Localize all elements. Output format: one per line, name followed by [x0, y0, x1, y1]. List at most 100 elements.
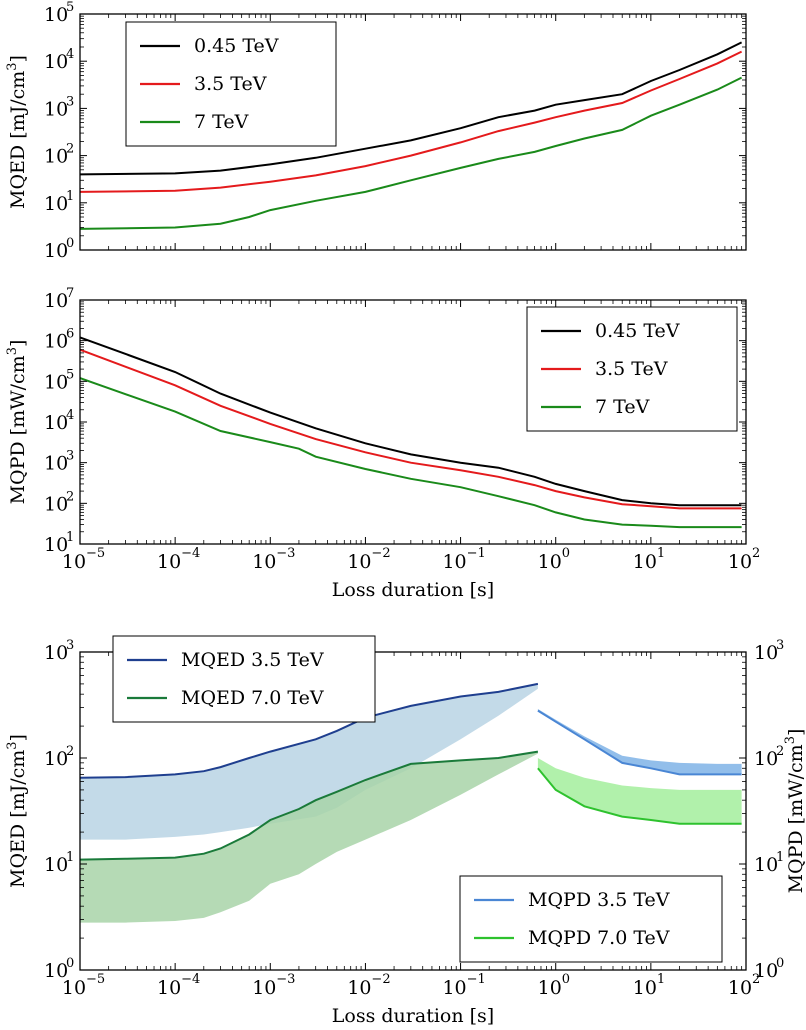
legend-box: [112, 635, 376, 723]
x-tick-exponent: −3: [276, 546, 295, 561]
y-tick-label: 10: [44, 51, 68, 73]
y2-tick-label: 10: [754, 854, 778, 876]
legend: MQED 3.5 TeV MQED 7.0 TeV: [112, 635, 376, 723]
x-tick-label: 10: [157, 977, 181, 999]
y-tick-exponent: 2: [66, 744, 74, 759]
ticks: [79, 651, 747, 971]
x-axis-label: Loss duration [s]: [332, 579, 494, 601]
y-tick-exponent: 3: [66, 449, 74, 464]
y-tick-exponent: 0: [66, 956, 74, 971]
y-tick-exponent: 3: [66, 638, 74, 653]
series-line-7-tev: [79, 377, 742, 529]
y-tick-exponent: 5: [66, 0, 74, 15]
x-tick-label: 10: [347, 977, 371, 999]
legend-label: MQPD 7.0 TeV: [528, 927, 670, 949]
y-tick-label: 10: [44, 960, 68, 982]
y-axis-label-close: ]: [7, 734, 29, 741]
x-tick-label: 10: [728, 551, 752, 573]
x-tick-label: 10: [633, 977, 657, 999]
series-line-mqed-3-5-tev: [79, 682, 539, 779]
x-tick-label: 10: [347, 551, 371, 573]
y-tick-exponent: 4: [66, 408, 74, 423]
x-tick-exponent: −5: [86, 972, 105, 987]
y2-axis-label-exponent: 3: [783, 736, 798, 744]
y-tick-label: 10: [44, 493, 68, 515]
plot-frame: [79, 651, 747, 971]
y2-tick-label: 10: [754, 960, 778, 982]
y-tick-exponent: 1: [66, 530, 74, 545]
y2-axis-label-main: MQPD [mW/cm: [785, 744, 806, 893]
x-tick-label: 10: [538, 551, 562, 573]
y-axis-label-exponent: 3: [5, 347, 20, 355]
x-tick-label: 10: [442, 977, 466, 999]
series-line-7-tev: [79, 76, 743, 230]
y2-tick-exponent: 2: [776, 744, 784, 759]
y2-tick-exponent: 3: [776, 638, 784, 653]
x-tick-exponent: −3: [276, 972, 295, 987]
legend-label: MQED 3.5 TeV: [181, 649, 324, 671]
y2-tick-exponent: 1: [776, 850, 784, 865]
y-tick-exponent: 4: [66, 47, 74, 62]
legend-label: 7 TeV: [194, 111, 249, 133]
y-axis-label-close: ]: [7, 55, 29, 62]
x-tick-exponent: 1: [657, 546, 665, 561]
legend: 0.45 TeV 3.5 TeV 7 TeV: [125, 21, 337, 147]
series-layer: [79, 336, 742, 529]
y-tick-exponent: 6: [66, 327, 74, 342]
x-tick-label: 10: [157, 551, 181, 573]
y-tick-label: 10: [44, 453, 68, 475]
legend-box: [459, 875, 723, 963]
x-tick-exponent: −2: [371, 972, 390, 987]
y-axis-label: MQPD [mW/cm3]: [5, 340, 29, 505]
series-line-0-45-tev: [79, 41, 743, 176]
y-tick-label: 10: [44, 748, 68, 770]
y-axis-label-main: MQPD [mW/cm: [7, 355, 29, 504]
y-axis-label-main: MQED [mJ/cm: [7, 71, 29, 209]
x-tick-exponent: −4: [181, 546, 200, 561]
y-tick-exponent: 2: [66, 489, 74, 504]
x-axis-label: Loss duration [s]: [332, 1005, 494, 1027]
plot-frame: [79, 13, 747, 251]
x-tick-label: 10: [252, 977, 276, 999]
y-tick-exponent: 7: [66, 286, 74, 301]
x-tick-exponent: −1: [467, 546, 486, 561]
x-tick-label: 10: [538, 977, 562, 999]
x-tick-exponent: −5: [86, 546, 105, 561]
series-line-0-45-tev: [79, 336, 742, 507]
y-axis-label-close: ]: [7, 340, 29, 347]
x-tick-exponent: 0: [562, 546, 570, 561]
y-axis-label: MQED [mJ/cm3]: [5, 55, 29, 209]
x-tick-label: 10: [442, 551, 466, 573]
y-tick-label: 10: [44, 240, 68, 262]
ticks: [79, 13, 747, 251]
band-mqed-7-0-tev: [80, 751, 538, 923]
x-tick-exponent: 2: [752, 972, 760, 987]
y-axis-label: MQED [mJ/cm3]: [5, 734, 29, 888]
series-line-mqpd-7-0-tev: [537, 767, 742, 825]
band-mqpd-3-5-tev: [537, 709, 742, 775]
series-line-mqed-7-0-tev: [79, 750, 539, 861]
y2-axis-label: MQPD [mW/cm3]: [783, 729, 806, 894]
legend-label: 0.45 TeV: [194, 35, 279, 57]
y-tick-label: 10: [44, 371, 68, 393]
y-tick-label: 10: [44, 412, 68, 434]
y-tick-label: 10: [44, 193, 68, 215]
x-tick-label: 10: [252, 551, 276, 573]
legend-label: 0.45 TeV: [595, 320, 680, 342]
y-tick-exponent: 1: [66, 850, 74, 865]
series-line-mqpd-3-5-tev: [537, 709, 742, 776]
series-layer: [79, 682, 742, 923]
x-tick-exponent: 1: [657, 972, 665, 987]
y-tick-label: 10: [44, 854, 68, 876]
legend-label: MQED 7.0 TeV: [181, 687, 324, 709]
x-tick-exponent: −2: [371, 546, 390, 561]
y-tick-label: 10: [44, 290, 68, 312]
y2-tick-label: 10: [754, 642, 778, 664]
y-axis-label-main: MQED [mJ/cm: [7, 750, 29, 888]
x-tick-exponent: 0: [562, 972, 570, 987]
y-tick-label: 10: [44, 534, 68, 556]
